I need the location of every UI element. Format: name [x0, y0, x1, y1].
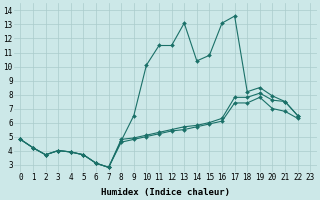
X-axis label: Humidex (Indice chaleur): Humidex (Indice chaleur) — [101, 188, 230, 197]
